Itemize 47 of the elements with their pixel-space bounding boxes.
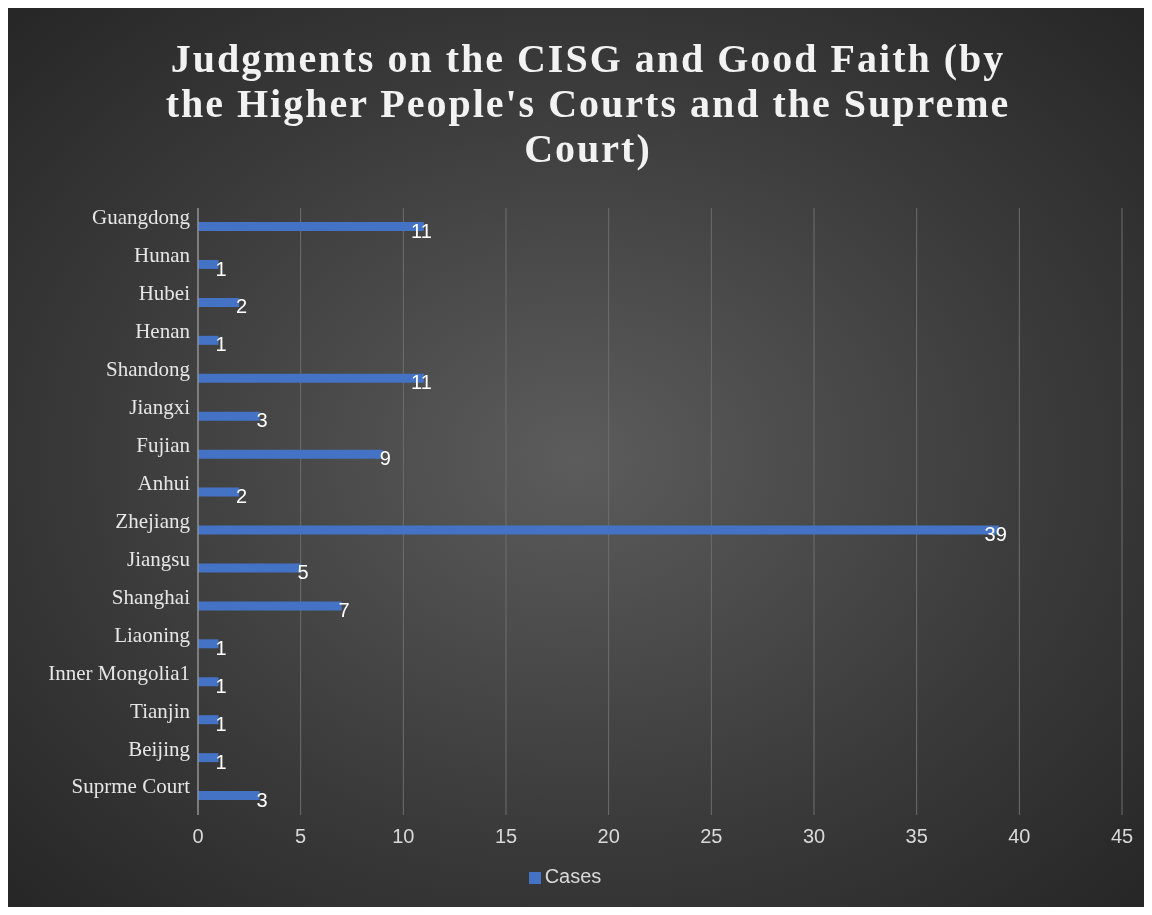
- x-tick-label: 10: [392, 825, 415, 848]
- y-tick-label: Suprme Court: [71, 774, 191, 799]
- data-label: 5: [297, 561, 309, 584]
- bar: [198, 715, 219, 725]
- data-label: 1: [215, 257, 227, 280]
- x-tick-label: 45: [1110, 825, 1134, 848]
- y-tick-label: Shanghai: [111, 584, 191, 609]
- bar: [198, 259, 219, 269]
- y-tick-label: Tianjin: [130, 698, 191, 723]
- x-tick-label: 20: [597, 825, 620, 848]
- x-tick-label: 0: [192, 825, 204, 848]
- data-label: 7: [338, 598, 350, 621]
- data-label: 1: [215, 674, 227, 697]
- bar: [198, 639, 219, 649]
- y-tick-label: Anhui: [137, 470, 191, 495]
- y-tick-label: Liaoning: [114, 622, 191, 647]
- data-label: 1: [215, 750, 227, 773]
- data-label: 9: [379, 447, 391, 470]
- x-tick-label: 30: [802, 825, 826, 848]
- y-tick-label: Hunan: [134, 243, 191, 268]
- x-tick-label: 35: [905, 825, 928, 848]
- y-tick-label: Zhejiang: [115, 508, 191, 533]
- y-tick-label: Beijing: [128, 736, 191, 761]
- y-tick-label: Inner Mongolia1: [48, 660, 190, 685]
- data-label: 3: [256, 788, 268, 811]
- x-tick-label: 40: [1008, 825, 1031, 848]
- data-label: 1: [215, 712, 227, 735]
- bar: [198, 753, 219, 763]
- x-tick-label: 25: [700, 825, 723, 848]
- x-tick-label: 15: [494, 825, 518, 848]
- data-label: 1: [215, 333, 227, 356]
- bar: [198, 677, 219, 687]
- bar: [198, 335, 219, 345]
- y-tick-label: Guangdong: [92, 205, 191, 230]
- y-tick-label: Fujian: [136, 433, 191, 458]
- data-label: 1: [215, 636, 227, 659]
- y-tick-label: Jiangxi: [129, 395, 191, 420]
- y-tick-label: Hubei: [138, 281, 191, 306]
- y-tick-label: Shandong: [106, 357, 191, 382]
- data-label: 2: [235, 485, 248, 508]
- data-label: 2: [235, 295, 248, 318]
- x-tick-label: 5: [295, 825, 307, 848]
- legend-label: Cases: [544, 865, 602, 887]
- chart-title: Judgments on the CISG and Good Faith (by the Higher People's Courts and the Supreme Court): [164, 36, 1012, 171]
- y-tick-label: Jiangsu: [127, 546, 191, 571]
- data-label: 3: [256, 409, 268, 432]
- y-tick-label: Henan: [135, 319, 191, 344]
